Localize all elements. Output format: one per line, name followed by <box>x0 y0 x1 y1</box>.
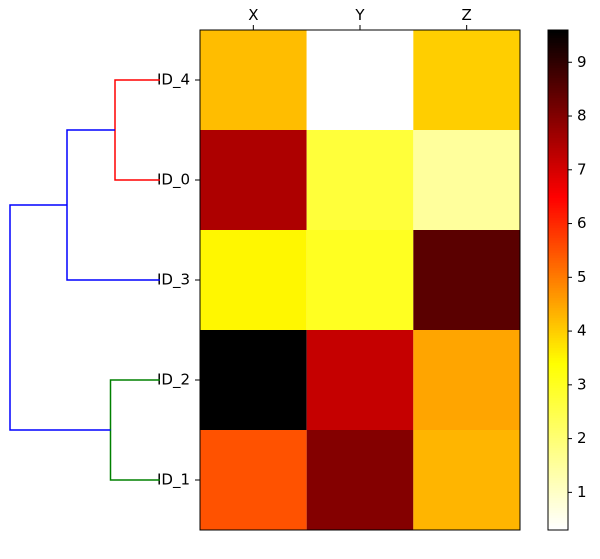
heatmap-cell <box>200 30 307 130</box>
dendrogram-branch <box>115 80 160 180</box>
heatmap: X Y Z ID_4 ID_0 ID_3 ID_2 ID_1 <box>157 6 520 530</box>
colorbar-tick-label: 3 <box>577 375 587 393</box>
y-tick-label: ID_0 <box>157 171 190 190</box>
colorbar-tick-label: 5 <box>577 268 587 286</box>
heatmap-cell <box>307 30 414 130</box>
colorbar-tick-label: 1 <box>577 483 587 501</box>
heatmap-cell <box>413 230 520 330</box>
dendrogram <box>10 80 160 480</box>
heatmap-cell <box>413 330 520 430</box>
dendrogram-branch <box>10 205 111 430</box>
heatmap-cell <box>413 130 520 230</box>
heatmap-cell <box>307 230 414 330</box>
dendrogram-branch <box>67 130 160 280</box>
heatmap-cell <box>307 330 414 430</box>
x-tick-label: Y <box>354 6 365 24</box>
colorbar-tick-label: 6 <box>577 214 587 232</box>
colorbar-tick-label: 2 <box>577 429 587 447</box>
y-tick-label: ID_4 <box>157 71 190 90</box>
clustermap-figure: X Y Z ID_4 ID_0 ID_3 ID_2 ID_1 1 2 3 4 5 6 7 8 9 <box>0 0 600 559</box>
colorbar-tick-label: 8 <box>577 107 587 125</box>
heatmap-cell <box>413 430 520 530</box>
y-tick-label: ID_3 <box>157 271 190 290</box>
colorbar-tick-label: 4 <box>577 322 587 340</box>
dendrogram-branch <box>111 380 161 480</box>
heatmap-cell <box>413 30 520 130</box>
heatmap-cell <box>307 130 414 230</box>
y-tick-label: ID_2 <box>157 371 190 390</box>
colorbar-tick-label: 7 <box>577 160 587 178</box>
colorbar-tick-label: 9 <box>577 53 587 71</box>
heatmap-cell <box>200 430 307 530</box>
heatmap-cell <box>200 230 307 330</box>
heatmap-cell <box>200 130 307 230</box>
x-tick-label: X <box>248 6 258 24</box>
y-tick-label: ID_1 <box>157 471 190 490</box>
colorbar: 1 2 3 4 5 6 7 8 9 <box>548 30 587 531</box>
heatmap-cell <box>307 430 414 530</box>
heatmap-cell <box>200 330 307 430</box>
x-tick-label: Z <box>462 6 472 24</box>
